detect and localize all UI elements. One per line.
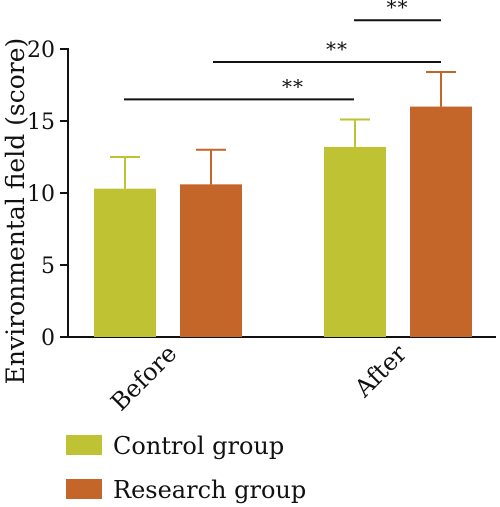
bar-after-control-group [324, 146, 386, 337]
y-tick-label: 20 [27, 38, 55, 63]
legend-label: Control group [113, 432, 284, 460]
legend-swatch [66, 479, 102, 499]
bar-after-research-group [410, 106, 472, 337]
bars [94, 106, 472, 337]
bar-before-research-group [180, 184, 242, 337]
y-tick-label: 0 [41, 326, 55, 351]
significance-label: ** [282, 74, 304, 98]
x-category-label: After [349, 339, 413, 403]
significance-label: ** [326, 37, 348, 61]
x-category-label: Before [105, 339, 182, 416]
y-tick-label: 15 [27, 110, 55, 135]
y-tick-label: 5 [41, 254, 55, 279]
error-bars [110, 71, 456, 189]
bar-before-control-group [94, 188, 156, 337]
legend: Control group Research group [66, 432, 306, 504]
legend-swatch [66, 435, 102, 455]
significance-label: ** [387, 0, 409, 19]
significance-brackets: ** ** ** [124, 0, 441, 101]
legend-label: Research group [113, 476, 306, 504]
y-axis-label: Environmental field (score) [1, 38, 30, 385]
y-tick-label: 10 [27, 182, 55, 207]
